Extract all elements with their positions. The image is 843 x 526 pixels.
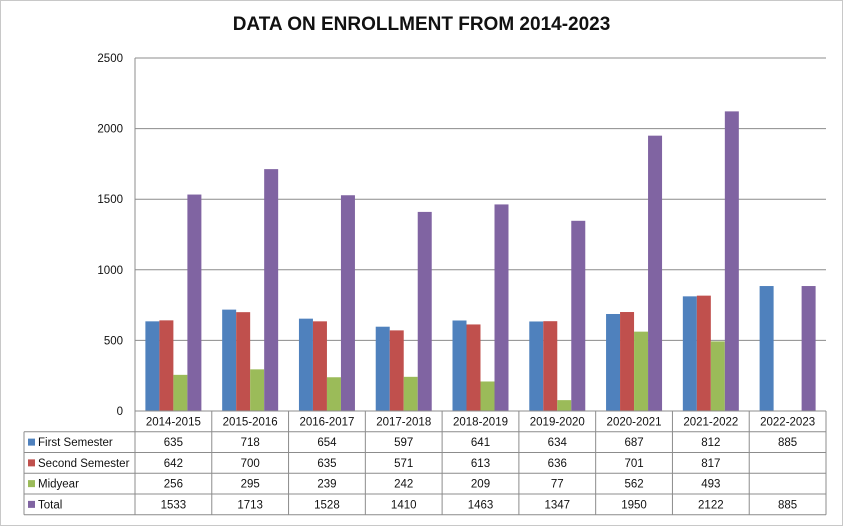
bar [620, 312, 635, 411]
x-tick-label: 2015-2016 [223, 416, 278, 428]
bar [606, 313, 621, 411]
data-label: 636 [548, 458, 567, 470]
data-label: 718 [241, 437, 260, 449]
data-label: 239 [317, 479, 336, 491]
legend-label: Total [38, 499, 62, 511]
data-label: 635 [164, 437, 183, 449]
bar [759, 286, 774, 411]
x-tick-label: 2014-2015 [146, 416, 201, 428]
bar [403, 376, 418, 411]
bar [298, 318, 313, 411]
bar [417, 211, 432, 411]
data-label: 700 [241, 458, 260, 470]
y-tick-label: 2500 [97, 53, 123, 65]
data-label: 77 [551, 479, 564, 491]
y-tick-label: 500 [104, 335, 123, 347]
y-tick-label: 1000 [97, 265, 123, 277]
data-label: 493 [701, 479, 720, 491]
data-label: 701 [624, 458, 643, 470]
legend-key [28, 438, 35, 446]
bar [557, 400, 572, 411]
legend-label: First Semester [38, 437, 113, 449]
y-tick-label: 0 [117, 406, 123, 418]
legend-key [28, 500, 35, 508]
bar [529, 321, 544, 411]
bar [159, 320, 174, 411]
bar [801, 286, 816, 411]
bar [682, 296, 697, 411]
legend-label: Second Semester [38, 458, 130, 470]
y-tick-label: 2000 [97, 124, 123, 136]
bar [452, 320, 467, 411]
bar [710, 341, 725, 411]
x-tick-label: 2016-2017 [299, 416, 354, 428]
data-label: 1410 [391, 499, 417, 511]
bar [236, 312, 251, 411]
x-tick-label: 2018-2019 [453, 416, 508, 428]
legend-key [28, 480, 35, 488]
bar [494, 204, 509, 411]
chart-title: DATA ON ENROLLMENT FROM 2014-2023 [232, 14, 611, 35]
x-tick-label: 2021-2022 [683, 416, 738, 428]
data-label: 641 [471, 437, 490, 449]
bar [312, 321, 327, 411]
x-tick-label: 2020-2021 [607, 416, 662, 428]
data-label: 1528 [314, 499, 340, 511]
bar [250, 369, 265, 411]
bar [648, 135, 663, 411]
bar [326, 377, 341, 411]
legend-key [28, 459, 35, 467]
x-tick-label: 2019-2020 [530, 416, 585, 428]
bar [222, 309, 237, 411]
data-label: 1347 [544, 499, 570, 511]
bar [571, 220, 586, 411]
x-tick-label: 2017-2018 [376, 416, 431, 428]
bar [187, 194, 202, 411]
data-label: 885 [778, 437, 797, 449]
bar [543, 321, 558, 411]
data-label: 687 [624, 437, 643, 449]
data-label: 242 [394, 479, 413, 491]
bar [375, 326, 390, 411]
data-label: 295 [241, 479, 260, 491]
data-label: 256 [164, 479, 183, 491]
data-label: 1950 [621, 499, 647, 511]
data-label: 597 [394, 437, 413, 449]
bar [145, 321, 160, 411]
data-label: 642 [164, 458, 183, 470]
data-label: 817 [701, 458, 720, 470]
bar [466, 324, 481, 411]
legend-label: Midyear [38, 479, 79, 491]
data-label: 654 [317, 437, 337, 449]
bar [340, 195, 355, 411]
x-tick-label: 2022-2023 [760, 416, 815, 428]
data-label: 209 [471, 479, 490, 491]
data-label: 2122 [698, 499, 724, 511]
bar [480, 381, 495, 411]
bar [696, 295, 711, 411]
data-label: 1463 [468, 499, 494, 511]
data-label: 885 [778, 499, 797, 511]
bar [634, 331, 649, 411]
data-label: 571 [394, 458, 413, 470]
data-label: 1713 [237, 499, 263, 511]
data-label: 613 [471, 458, 490, 470]
data-label: 635 [317, 458, 336, 470]
data-label: 634 [548, 437, 568, 449]
bar [173, 374, 188, 411]
bar [724, 111, 739, 411]
bar [264, 169, 279, 411]
data-label: 812 [701, 437, 720, 449]
data-label: 1533 [161, 499, 187, 511]
y-tick-label: 1500 [97, 194, 123, 206]
data-label: 562 [624, 479, 643, 491]
bar [389, 330, 404, 411]
